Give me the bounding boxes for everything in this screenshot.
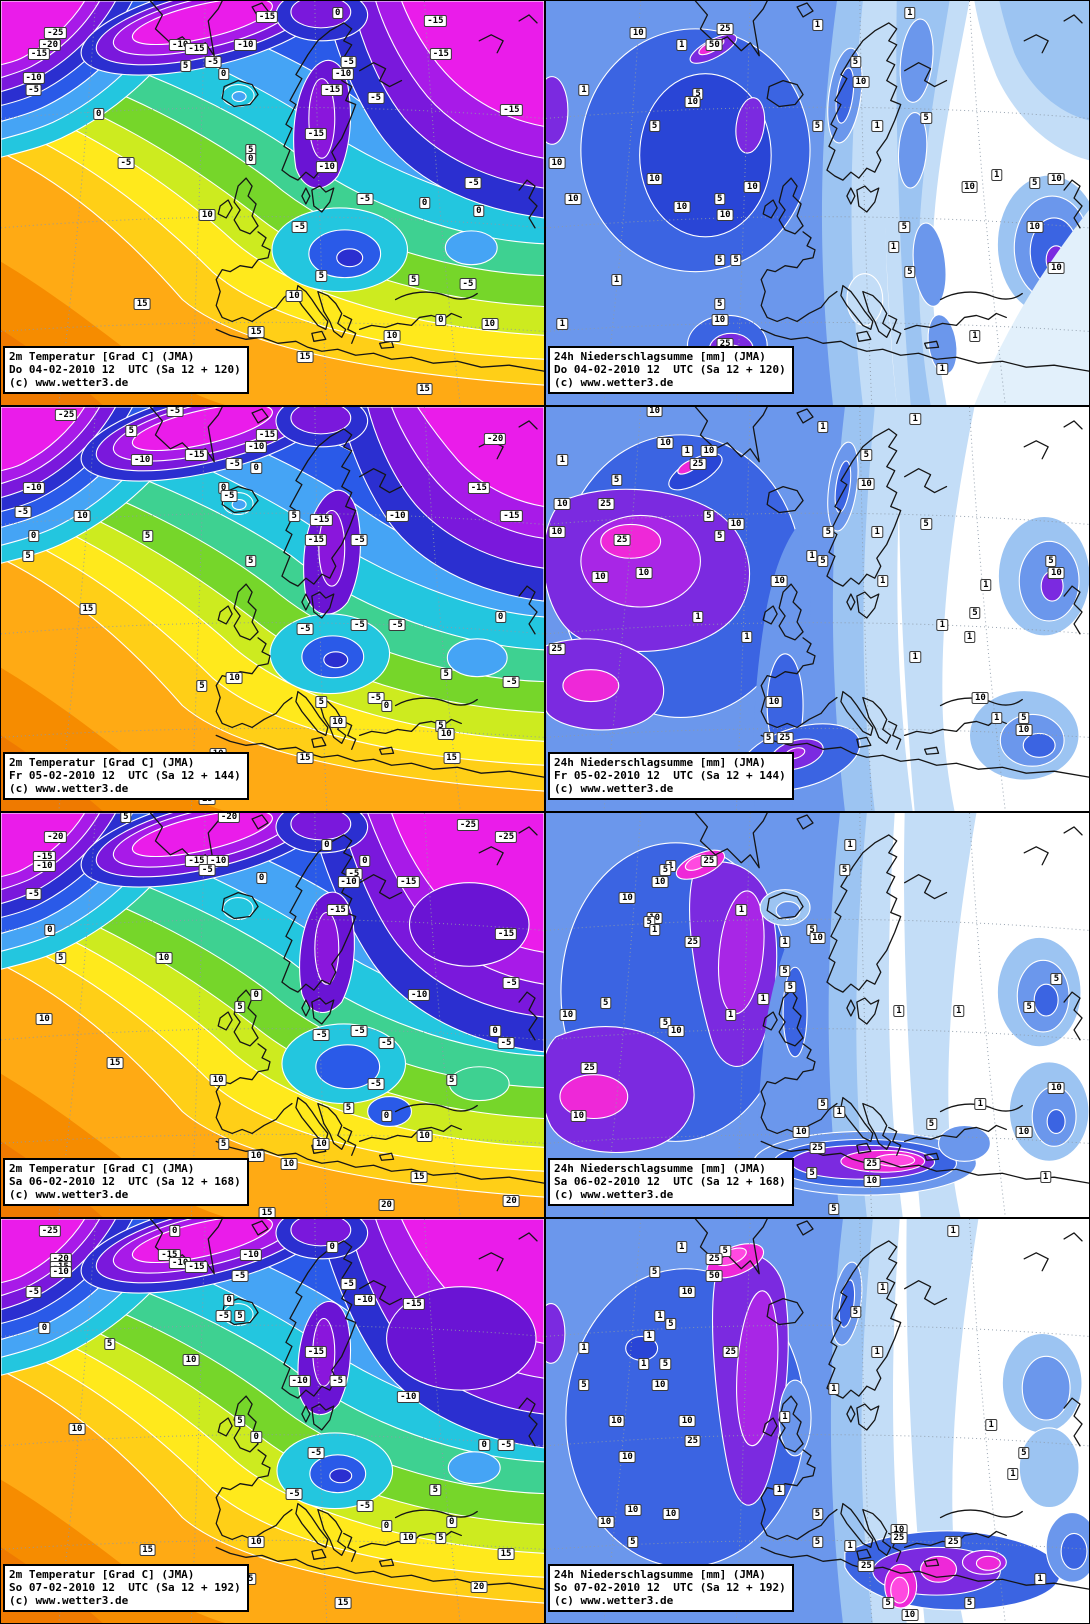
map-title: 2m Temperatur [Grad C] (JMA) bbox=[9, 1568, 195, 1581]
map-info-box: 24h Niederschlagsumme [mm] (JMA) So 07-0… bbox=[548, 1564, 794, 1612]
map-valid-time: Fr 05-02-2010 12 UTC (Sa 12 + 144) bbox=[9, 769, 241, 782]
map-info-box: 2m Temperatur [Grad C] (JMA) Do 04-02-20… bbox=[3, 346, 249, 394]
map-title: 24h Niederschlagsumme [mm] (JMA) bbox=[554, 350, 766, 363]
map-credit: (c) www.wetter3.de bbox=[9, 782, 129, 795]
map-title: 2m Temperatur [Grad C] (JMA) bbox=[9, 756, 195, 769]
map-credit: (c) www.wetter3.de bbox=[554, 782, 674, 795]
map-credit: (c) www.wetter3.de bbox=[554, 1188, 674, 1201]
map-info-box: 24h Niederschlagsumme [mm] (JMA) Fr 05-0… bbox=[548, 752, 794, 800]
map-canvas bbox=[1, 813, 544, 1217]
map-info-box: 24h Niederschlagsumme [mm] (JMA) Do 04-0… bbox=[548, 346, 794, 394]
weather-map-panel-precip-row2: 10 10 1 10 25 1 5 25 10 10 25 10 10 5 5 10 25 1 1 10 1 5 10 1 5 1… bbox=[545, 406, 1090, 812]
weather-map-panel-temp-row1: -15 0 -15 -25 -20 -15 -10 -15 -10 -5 5 0 -15 -10 -5 -5-… bbox=[0, 0, 545, 406]
map-valid-time: Sa 06-02-2010 12 UTC (Sa 12 + 168) bbox=[9, 1175, 241, 1188]
map-canvas bbox=[1, 1219, 544, 1623]
map-info-box: 2m Temperatur [Grad C] (JMA) Sa 06-02-20… bbox=[3, 1158, 249, 1206]
map-canvas bbox=[546, 1, 1089, 405]
map-canvas bbox=[546, 813, 1089, 1217]
map-canvas bbox=[546, 1219, 1089, 1623]
weather-map-panel-temp-row2: -25 -5 5 -15 -10 -10 -15 -5 0 -20 -15 -15 -10 -10 -5 0 5… bbox=[0, 406, 545, 812]
map-credit: (c) www.wetter3.de bbox=[9, 1594, 129, 1607]
map-valid-time: Fr 05-02-2010 12 UTC (Sa 12 + 144) bbox=[554, 769, 786, 782]
map-info-box: 2m Temperatur [Grad C] (JMA) So 07-02-20… bbox=[3, 1564, 249, 1612]
map-credit: (c) www.wetter3.de bbox=[554, 1594, 674, 1607]
map-canvas bbox=[546, 407, 1089, 811]
map-valid-time: Do 04-02-2010 12 UTC (Sa 12 + 120) bbox=[9, 363, 241, 376]
map-valid-time: So 07-02-2010 12 UTC (Sa 12 + 192) bbox=[9, 1581, 241, 1594]
map-canvas bbox=[1, 1, 544, 405]
map-credit: (c) www.wetter3.de bbox=[554, 376, 674, 389]
map-valid-time: So 07-02-2010 12 UTC (Sa 12 + 192) bbox=[554, 1581, 786, 1594]
map-credit: (c) www.wetter3.de bbox=[9, 376, 129, 389]
map-title: 2m Temperatur [Grad C] (JMA) bbox=[9, 1162, 195, 1175]
map-canvas bbox=[1, 407, 544, 811]
map-valid-time: Do 04-02-2010 12 UTC (Sa 12 + 120) bbox=[554, 363, 786, 376]
weather-map-panel-precip-row3: 1 5 10 25 10 10 5 1 25 5 10 5 10 25 10 1 5 1 1 5 10 5 5 1 1 1 1 5 10… bbox=[545, 812, 1090, 1218]
weather-map-panel-precip-row4: 1552550101511255101510102510101010511551… bbox=[545, 1218, 1090, 1624]
map-title: 24h Niederschlagsumme [mm] (JMA) bbox=[554, 756, 766, 769]
weather-map-panel-temp-row4: -25 -20 -15 -10 -5 0 5 -15 -10 -15 -10 0 -5 0 -5 5 0 -5 -1… bbox=[0, 1218, 545, 1624]
map-valid-time: Sa 06-02-2010 12 UTC (Sa 12 + 168) bbox=[554, 1175, 786, 1188]
map-title: 24h Niederschlagsumme [mm] (JMA) bbox=[554, 1162, 766, 1175]
map-info-box: 2m Temperatur [Grad C] (JMA) Fr 05-02-20… bbox=[3, 752, 249, 800]
map-title: 24h Niederschlagsumme [mm] (JMA) bbox=[554, 1568, 766, 1581]
weather-map-panel-precip-row1: 10 25 50 1 1 5 10 5 10 10 10 10 5 10 10 5 5 1 1 5 10 25 1 5 10 5 1… bbox=[545, 0, 1090, 406]
map-title: 2m Temperatur [Grad C] (JMA) bbox=[9, 350, 195, 363]
map-info-box: 24h Niederschlagsumme [mm] (JMA) Sa 06-0… bbox=[548, 1158, 794, 1206]
map-credit: (c) www.wetter3.de bbox=[9, 1188, 129, 1201]
weather-map-panel-temp-row3: -20 5 -20 -15 -10 -5 0 5 -15 -10 -5 0 0 0 -5 -10 -15 -25-… bbox=[0, 812, 545, 1218]
